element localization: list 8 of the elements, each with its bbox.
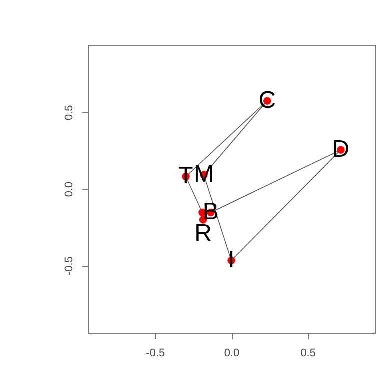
y-tick-label: 0.0	[64, 182, 76, 198]
annotation: I	[228, 246, 235, 274]
x-tick-label: 0.0	[224, 348, 240, 360]
y-tick-label: -0.5	[64, 256, 76, 276]
annotation: R	[194, 220, 212, 247]
x-tick-label: 0.5	[300, 348, 316, 360]
y-tick-label: 0.5	[64, 105, 76, 121]
x-tick-label: -0.5	[146, 348, 166, 360]
